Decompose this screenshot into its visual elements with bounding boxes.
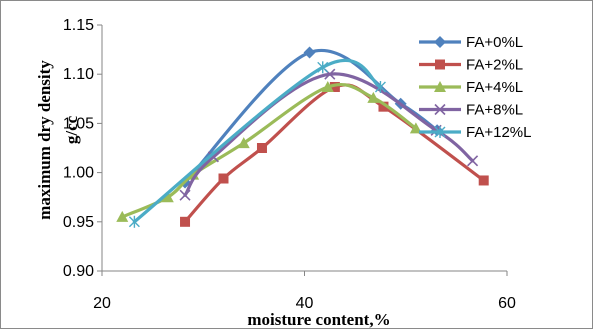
data-point — [367, 91, 380, 103]
x-tick-label: 60 — [498, 295, 516, 312]
marker-stroke — [179, 189, 191, 201]
marker-stroke — [324, 68, 336, 80]
data-point — [116, 210, 129, 222]
legend-marker — [434, 81, 446, 92]
data-point — [237, 137, 250, 149]
x-tick-label: 20 — [93, 295, 111, 312]
legend-item: FA+12%L — [419, 124, 531, 141]
marker-stroke — [207, 151, 219, 163]
series-line — [132, 58, 383, 224]
y-tick-label: 0.90 — [63, 263, 94, 280]
x-tick-label: 40 — [296, 295, 314, 312]
y-axis-title-line-2: g/cc — [62, 115, 81, 144]
axes — [97, 24, 508, 276]
series-line — [183, 48, 439, 185]
legend-label: FA+12%L — [466, 124, 531, 141]
data-point — [218, 173, 229, 184]
x-axis-title: moisture content,% — [247, 310, 390, 328]
y-tick-label: 1.05 — [63, 115, 94, 132]
y-axis-title-line-1: maximum dry density — [35, 60, 54, 220]
data-point — [409, 122, 422, 134]
legend: FA+0%L FA+2%L FA+4%L FA+8%L FA+12%L — [419, 34, 531, 141]
legend-label: FA+0%L — [466, 34, 523, 51]
data-point — [321, 80, 334, 92]
y-tick-label: 1.15 — [63, 17, 94, 34]
legend-marker — [435, 59, 445, 70]
tick-labels: 0.90 0.95 1.00 1.05 1.10 1.15 20 40 60 — [63, 17, 516, 312]
legend-label: FA+2%L — [466, 57, 523, 74]
data-point — [128, 215, 140, 228]
data-point — [161, 191, 174, 203]
legend-marker — [434, 126, 446, 138]
legend-item: FA+0%L — [419, 34, 523, 51]
data-point — [207, 151, 219, 163]
marker-stroke — [434, 103, 446, 116]
legend-label: FA+8%L — [466, 102, 523, 119]
legend-item: FA+4%L — [419, 79, 523, 96]
data-point — [478, 175, 489, 186]
series-3 — [116, 80, 422, 222]
legend-marker — [434, 103, 446, 116]
data-point — [179, 189, 191, 201]
data-point — [374, 80, 386, 93]
legend-marker — [434, 36, 446, 48]
data-point — [467, 155, 479, 167]
data-point — [317, 61, 329, 74]
y-tick-label: 0.95 — [63, 214, 94, 231]
data-point — [303, 46, 316, 59]
data-point — [329, 81, 340, 92]
series-5 — [128, 58, 386, 228]
plot-area — [116, 46, 489, 228]
marker-stroke — [467, 155, 479, 167]
legend-item: FA+8%L — [419, 102, 523, 119]
legend-label: FA+4%L — [466, 79, 523, 96]
y-tick-label: 1.00 — [63, 165, 94, 182]
data-point — [378, 101, 389, 112]
y-axis-title: maximum dry density g/cc — [35, 60, 81, 220]
data-point — [180, 216, 191, 227]
legend-item: FA+2%L — [419, 57, 523, 74]
data-point — [256, 143, 267, 153]
y-tick-label: 1.10 — [63, 66, 94, 83]
